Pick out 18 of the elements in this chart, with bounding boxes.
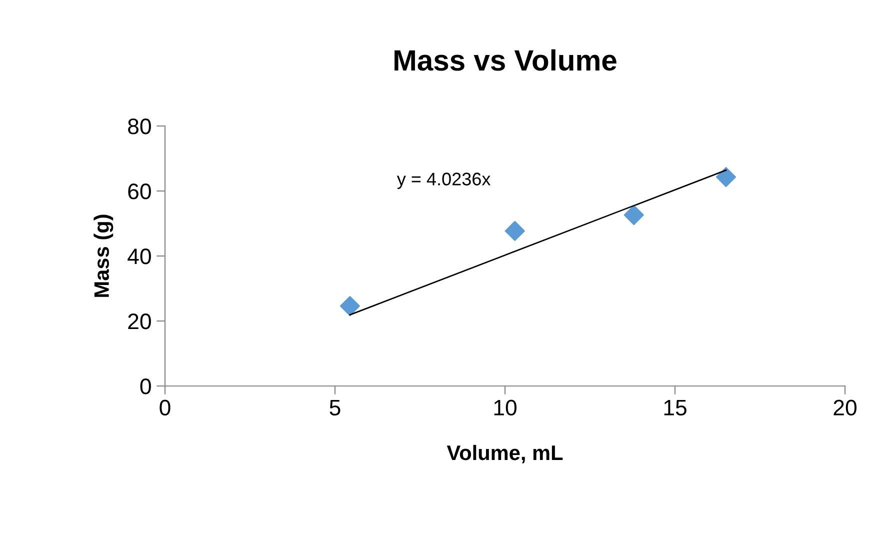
y-tick-label: 20	[128, 314, 151, 330]
x-tick-label: 10	[494, 400, 516, 416]
chart-title: Mass vs Volume	[394, 49, 616, 71]
y-tick-label: 60	[128, 184, 151, 200]
point	[624, 205, 644, 226]
y-axis-title: Mass (g)	[94, 214, 114, 297]
x-tick-label: 20	[834, 400, 856, 416]
y-tick-label: 40	[128, 248, 151, 264]
y-tick-label: 0	[140, 378, 151, 394]
x-tick-label: 5	[330, 400, 340, 416]
y-tick-label: 80	[128, 118, 151, 134]
x-tick-label: 15	[664, 400, 686, 416]
x-tick-label: 0	[160, 400, 170, 416]
x-axis-title: Volume, mL	[446, 444, 563, 464]
point	[340, 296, 360, 316]
point	[716, 167, 736, 188]
annotation: y = 4.0236x	[396, 172, 491, 190]
point	[504, 220, 525, 241]
